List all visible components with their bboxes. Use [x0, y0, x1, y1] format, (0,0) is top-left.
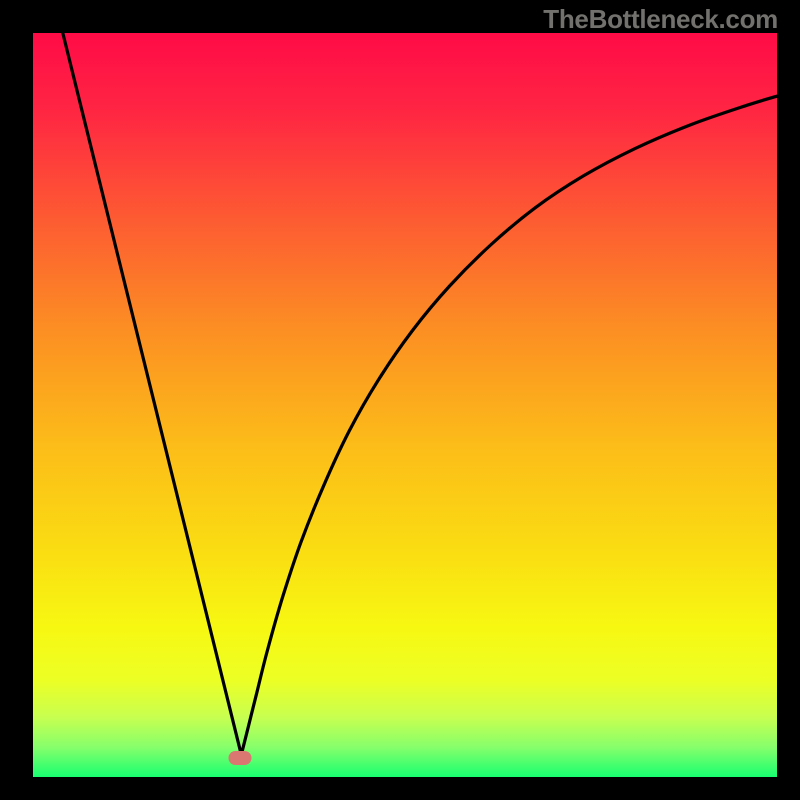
watermark-text: TheBottleneck.com: [543, 4, 778, 35]
optimum-marker: [228, 751, 251, 765]
chart-container: TheBottleneck.com: [0, 0, 800, 800]
plot-area: [33, 33, 777, 777]
